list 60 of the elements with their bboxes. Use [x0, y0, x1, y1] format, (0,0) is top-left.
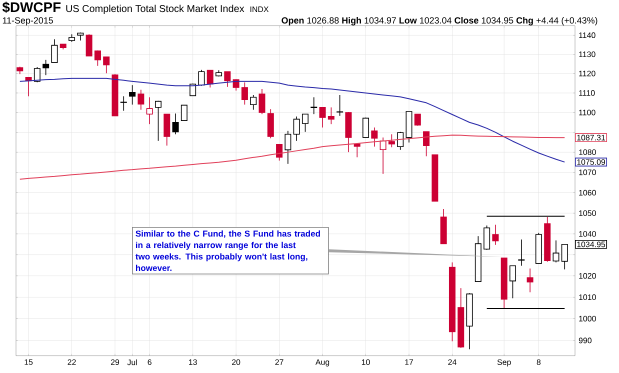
candlestick — [34, 66, 40, 83]
candlestick — [224, 71, 231, 88]
candlestick — [51, 38, 58, 64]
candlestick — [164, 114, 170, 146]
candlestick — [103, 56, 110, 74]
candlestick — [302, 114, 308, 132]
candlestick — [310, 96, 318, 115]
candlestick — [42, 59, 50, 76]
candlestick — [146, 96, 153, 125]
annotation: Similar to the C Fund, the S Fund has traded in a relatively narrow range for the last two weeks. This probably won't last long, however. — [136, 230, 320, 272]
candlestick — [94, 50, 101, 66]
candlestick — [466, 292, 473, 350]
candlestick — [371, 127, 378, 148]
candlestick — [284, 130, 292, 164]
candlestick — [492, 224, 499, 246]
candlestick — [68, 34, 76, 42]
candlestick — [458, 288, 464, 348]
candlestick — [362, 117, 370, 138]
candlestick — [414, 114, 421, 126]
candlestick — [561, 244, 568, 270]
candlestick — [500, 258, 508, 309]
candlestick — [518, 239, 525, 266]
candlestick — [474, 236, 482, 282]
candlestick — [552, 240, 560, 263]
candlestick — [484, 225, 490, 250]
candlestick — [406, 111, 412, 143]
candlestick — [319, 106, 326, 128]
candlestick — [241, 82, 248, 106]
chart-title: $DWCPF — [2, 2, 61, 14]
candlestick — [354, 144, 360, 158]
candlestick — [345, 112, 352, 153]
candlestick — [77, 32, 84, 41]
candlestick — [180, 104, 188, 121]
candlestick — [526, 268, 534, 293]
candlestick — [293, 116, 300, 142]
chart-subtitle: US Completion Total Stock Market Index — [66, 4, 244, 14]
candlestick — [380, 137, 386, 174]
candlestick — [120, 96, 127, 112]
candlestick — [138, 89, 144, 110]
candlestick — [448, 262, 456, 342]
candlestick — [535, 232, 542, 264]
candlestick — [216, 70, 222, 77]
candlestick — [206, 70, 214, 88]
candlestick — [388, 134, 395, 148]
candlestick — [258, 88, 266, 115]
candlestick — [544, 216, 551, 262]
text: Open 1026.88 High 1034.97 Low 1023.04 Close 1034.95 Chg +4.44 (+0.43%) — [282, 16, 598, 26]
candlestick — [267, 108, 274, 139]
candlestick — [16, 66, 24, 75]
candlestick — [432, 154, 438, 202]
text: 11-Sep-2015 — [2, 17, 53, 26]
candlestick — [112, 74, 118, 116]
candlestick — [397, 131, 404, 150]
candlestick — [198, 69, 205, 86]
candlestick — [86, 34, 92, 56]
candlestick — [440, 208, 447, 244]
candlestick — [510, 265, 516, 299]
candlestick — [60, 44, 66, 50]
candlestick — [172, 113, 179, 135]
candlestick — [250, 94, 257, 110]
